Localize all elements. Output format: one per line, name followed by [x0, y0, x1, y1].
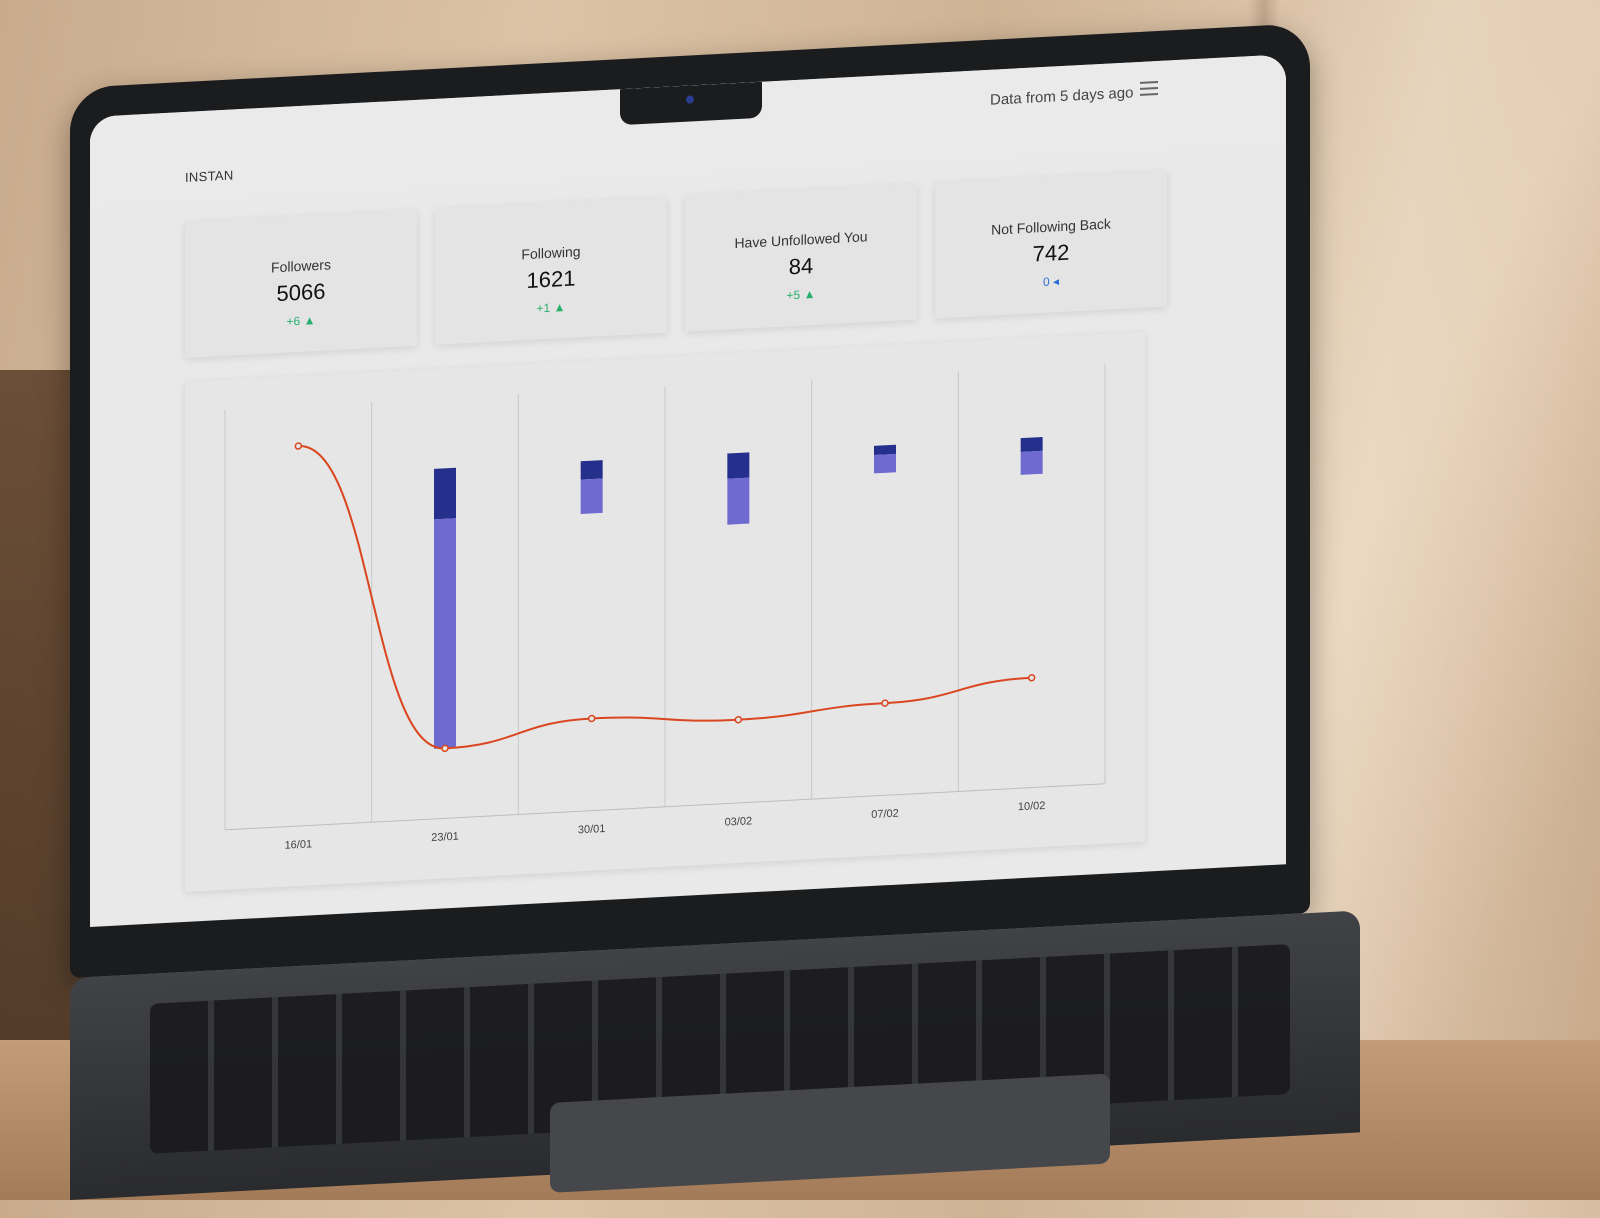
stat-value: 1621: [526, 265, 576, 294]
stat-card-followers[interactable]: Followers 5066 +6 ▲: [185, 209, 417, 358]
stat-value: 5066: [276, 278, 326, 307]
x-tick-label: 30/01: [578, 823, 606, 836]
line-point: [734, 715, 743, 724]
bar-light-segment: [874, 453, 896, 474]
data-age-status: Data from 5 days ago: [990, 84, 1134, 109]
stats-cards: Followers 5066 +6 ▲ Following 1621 +1 ▲ …: [185, 170, 1185, 362]
bar-dark-segment: [1020, 437, 1043, 452]
stat-delta: 0 ◂: [1042, 274, 1060, 290]
line-point: [294, 442, 303, 450]
bar-light-segment: [580, 478, 603, 515]
camera-notch: [620, 81, 762, 126]
stat-card-following[interactable]: Following 1621 +1 ▲: [435, 196, 667, 345]
bar-light-segment: [1020, 450, 1043, 475]
camera-icon: [686, 95, 694, 104]
line-point: [1027, 673, 1036, 682]
x-tick-label: 07/02: [871, 808, 899, 821]
bar-dark-segment: [580, 460, 603, 480]
hamburger-menu-icon[interactable]: [1140, 80, 1158, 96]
x-tick-label: 23/01: [431, 831, 459, 844]
activity-chart[interactable]: 16/01 23/01 30/01 03/02 07/02 10/02: [185, 332, 1145, 892]
bar-light-segment: [434, 518, 456, 749]
activity-chart-card: 16/01 23/01 30/01 03/02 07/02 10/02: [185, 331, 1145, 892]
x-tick-label: 03/02: [725, 815, 753, 828]
stat-value: 742: [1032, 239, 1070, 267]
stat-value: 84: [788, 253, 814, 280]
stat-delta: +1 ▲: [536, 300, 566, 316]
stat-delta: +6 ▲: [286, 313, 316, 329]
bar-dark-segment: [727, 452, 750, 479]
line-point: [587, 714, 596, 723]
x-axis-line: [225, 783, 1105, 831]
brand-logo[interactable]: INSTAN: [185, 167, 234, 185]
stat-card-not-following-back[interactable]: Not Following Back 742 0 ◂: [935, 170, 1167, 319]
line-point: [441, 744, 449, 753]
stat-delta: +5 ▲: [786, 286, 816, 303]
x-tick-label: 16/01: [285, 838, 313, 851]
bar-light-segment: [727, 477, 750, 525]
laptop-lid: INSTAN Data from 5 days ago Followers 50…: [70, 23, 1310, 979]
stat-card-unfollowed[interactable]: Have Unfollowed You 84 +5 ▲: [685, 183, 917, 332]
x-tick-label: 10/02: [1018, 800, 1046, 813]
bar-dark-segment: [434, 467, 456, 520]
bar-dark-segment: [874, 444, 896, 456]
laptop-screen: INSTAN Data from 5 days ago Followers 50…: [90, 54, 1286, 927]
line-point: [881, 699, 889, 707]
